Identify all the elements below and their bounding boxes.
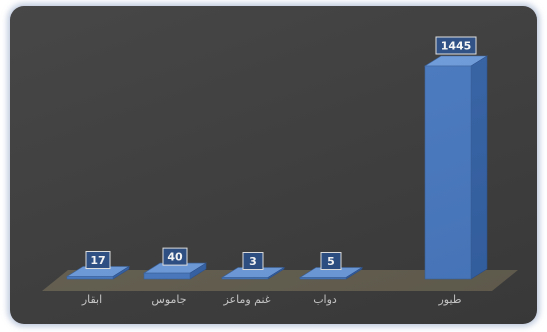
bar-front-face — [424, 65, 472, 280]
category-labels-group: ابقار جاموس غنم وماعز دواب طيور — [81, 293, 462, 306]
chart-frame: 17 40 3 5 1445 ابقار جاموس غنم وماعز دواب طيور — [10, 6, 537, 324]
category-label: غنم وماعز — [222, 293, 270, 306]
data-label-box — [435, 36, 477, 55]
data-label: 1445 — [435, 36, 477, 55]
category-label: طيور — [437, 293, 461, 306]
data-label: 17 — [85, 250, 111, 269]
data-label-box — [162, 247, 188, 266]
category-label: دواب — [313, 293, 337, 306]
bar — [298, 266, 364, 280]
data-label-text: 5 — [327, 255, 335, 268]
data-label-text: 17 — [90, 254, 105, 267]
bar — [65, 265, 131, 280]
data-label-text: 40 — [167, 251, 183, 264]
data-label: 3 — [242, 252, 264, 270]
data-label-text: 3 — [249, 255, 257, 268]
bar-front-face — [66, 276, 114, 280]
data-label-box — [242, 252, 264, 270]
bar-chart: 17 40 3 5 1445 ابقار جاموس غنم وماعز دواب طيور — [42, 36, 518, 306]
bar — [142, 262, 208, 280]
data-label: 40 — [162, 247, 188, 266]
data-label-box — [85, 250, 111, 269]
bars-group: 17 40 3 5 1445 — [65, 36, 489, 280]
bar-front-face — [221, 277, 269, 280]
category-label: ابقار — [81, 293, 102, 306]
bar-side-face — [470, 55, 488, 280]
bar-front-face — [299, 277, 347, 280]
category-label: جاموس — [151, 293, 186, 306]
bar-front-face — [143, 272, 191, 280]
data-label-text: 1445 — [441, 40, 472, 53]
data-label-box — [320, 252, 342, 270]
data-label: 5 — [320, 252, 342, 270]
bar — [220, 266, 286, 280]
bar — [423, 55, 489, 280]
